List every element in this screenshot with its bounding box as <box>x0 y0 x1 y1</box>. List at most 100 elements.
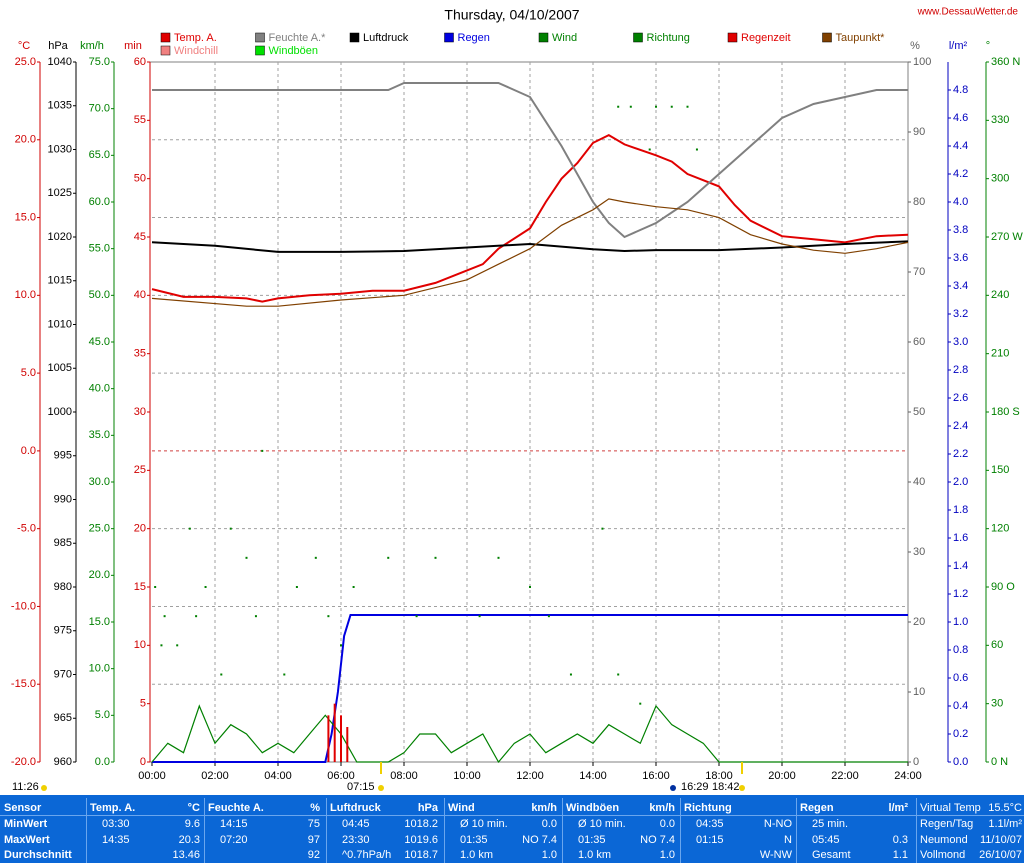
y-tick-label: 60 <box>913 336 925 348</box>
cell-label: 04:35 <box>696 818 724 830</box>
x-tick-label: 08:00 <box>390 770 418 782</box>
legend-label: Windchill <box>174 45 218 57</box>
x-tick-label: 00:00 <box>138 770 166 782</box>
header-cell: Richtung <box>684 802 732 814</box>
axis-title: °C <box>18 40 30 52</box>
direction-dot <box>478 615 481 618</box>
column-separator <box>86 798 87 863</box>
cell-value: 0.0 <box>659 818 675 830</box>
column-separator <box>796 798 797 863</box>
cell-value: N-NO <box>763 818 792 830</box>
legend-swatch <box>633 32 643 43</box>
legend-swatch <box>822 32 832 43</box>
cell-value: 26/10/07 <box>979 849 1022 861</box>
cell-value: 92 <box>307 849 320 861</box>
direction-dot <box>176 644 179 647</box>
x-tick-label: 02:00 <box>201 770 229 782</box>
y-tick-label: 150 <box>991 464 1009 476</box>
cell-label: Regen/Tag <box>920 818 974 830</box>
sun-icon <box>378 785 384 791</box>
time-annotation: 16:29 <box>681 781 709 793</box>
y-tick-label: 4.4 <box>953 140 968 152</box>
cell-value: 11/10/07 <box>979 834 1022 846</box>
x-tick-label: 16:00 <box>642 770 670 782</box>
y-tick-label: 1.4 <box>953 560 968 572</box>
direction-dot <box>387 556 390 559</box>
cell-label: 07:20 <box>220 834 248 846</box>
x-tick-label: 04:00 <box>264 770 292 782</box>
direction-dot <box>547 615 550 618</box>
direction-dot <box>163 615 166 618</box>
x-tick-label: 12:00 <box>516 770 544 782</box>
y-tick-label: 0 N <box>991 756 1008 768</box>
header-cell: Temp. A. <box>90 802 136 814</box>
legend-label: Regen <box>458 32 490 44</box>
cell-value: NO 7.4 <box>640 834 675 846</box>
chart-title: Thursday, 04/10/2007 <box>444 7 579 23</box>
row-label: MinWert <box>4 818 48 830</box>
legend-label: Feuchte A.* <box>269 32 327 44</box>
direction-dot <box>160 644 163 647</box>
direction-dot <box>434 556 437 559</box>
y-tick-label: 0.8 <box>953 644 968 656</box>
cell-label: 14:15 <box>220 818 248 830</box>
sun-icon <box>41 785 47 791</box>
axis-title: l/m² <box>949 40 968 52</box>
y-tick-label: 960 <box>54 756 72 768</box>
header-unit: hPa <box>417 802 438 814</box>
y-tick-label: -20.0 <box>11 756 36 768</box>
direction-dot <box>352 586 355 588</box>
header-unit: km/h <box>649 802 675 814</box>
direction-dot <box>283 673 286 676</box>
x-tick-label: 24:00 <box>894 770 922 782</box>
legend-swatch <box>349 32 360 43</box>
header-cell: Feuchte A. <box>208 802 264 814</box>
y-tick-label: 1025 <box>48 187 72 199</box>
direction-dot <box>639 702 642 705</box>
axis-title: km/h <box>80 40 104 52</box>
cell-label: 1.0 km <box>460 849 494 861</box>
direction-dot <box>655 105 657 108</box>
series-line <box>151 198 909 307</box>
y-tick-label: 5.0 <box>21 367 36 379</box>
y-tick-label: 60 <box>134 56 146 68</box>
y-tick-label: 3.4 <box>953 280 968 292</box>
cell-value: 0.3 <box>892 834 908 846</box>
y-tick-label: 3.6 <box>953 252 968 264</box>
y-tick-label: 210 <box>991 348 1009 360</box>
legend-label: Taupunkt* <box>836 32 886 44</box>
y-tick-label: 1010 <box>48 318 72 330</box>
header-cell: Regen <box>800 802 834 814</box>
y-tick-label: 360 N <box>991 56 1020 68</box>
direction-dot <box>154 586 157 588</box>
y-tick-label: 90 O <box>991 581 1015 593</box>
y-tick-label: 35 <box>134 348 146 360</box>
direction-dot <box>601 527 604 530</box>
y-tick-label: 2.2 <box>953 448 968 460</box>
series-line <box>152 614 908 763</box>
y-tick-label: 25 <box>134 464 146 476</box>
y-tick-label: 1015 <box>48 275 72 287</box>
y-tick-label: 0.2 <box>953 728 968 740</box>
y-tick-label: 4.0 <box>953 196 968 208</box>
cell-value: 1018.7 <box>404 849 438 861</box>
column-separator <box>680 798 681 863</box>
cell-label: 05:45 <box>812 834 840 846</box>
row-label: Durchschnitt <box>4 849 72 861</box>
direction-dot <box>695 148 698 151</box>
legend-swatch <box>255 45 265 56</box>
y-tick-label: 2.8 <box>953 364 968 376</box>
series-line <box>151 704 908 764</box>
legend-swatch <box>160 32 171 43</box>
y-tick-label: 35.0 <box>89 429 110 441</box>
y-tick-label: 995 <box>54 450 72 462</box>
y-tick-label: 4.2 <box>953 168 968 180</box>
y-tick-label: 970 <box>54 668 72 680</box>
series-line <box>151 240 909 253</box>
rain-time-bar <box>346 727 349 762</box>
header-unit: 15.5°C <box>988 802 1022 814</box>
y-tick-label: 4.6 <box>953 112 968 124</box>
axis-title: ° <box>986 40 990 52</box>
cell-label: 04:45 <box>342 818 370 830</box>
y-tick-label: 330 <box>991 114 1009 126</box>
